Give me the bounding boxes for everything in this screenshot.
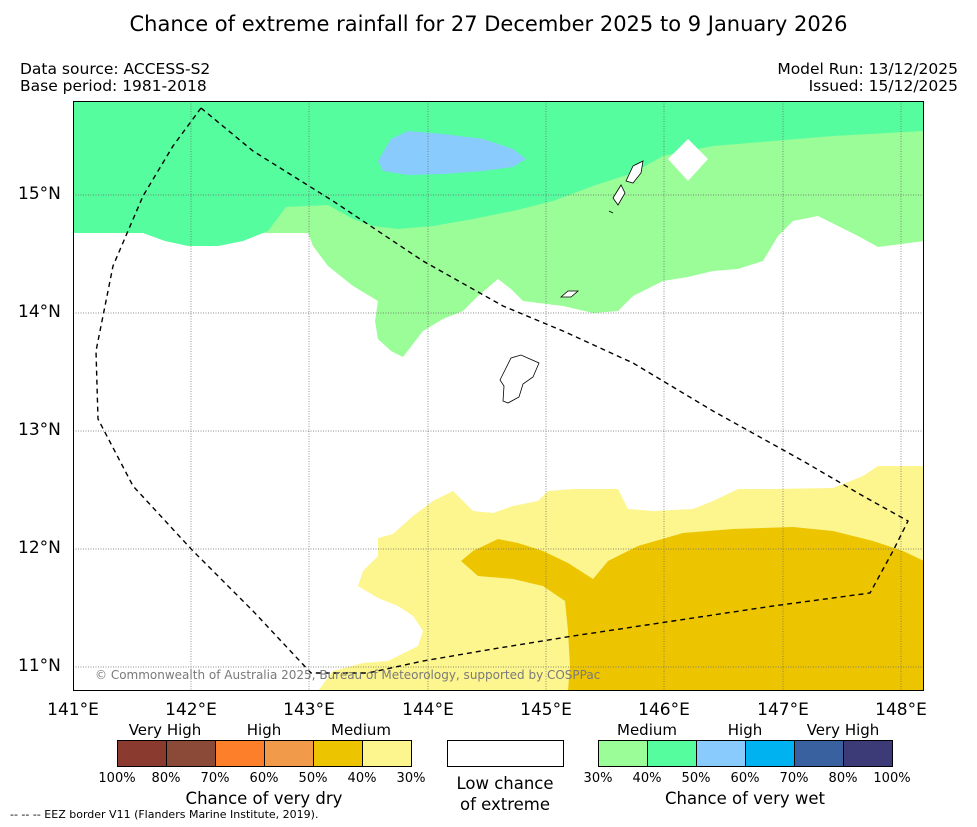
footnote: -- -- -- EEZ border V11 (Flanders Marine… [10,808,319,821]
dry-tick-6: 30% [396,771,426,786]
lat-tick-11: 11°N [18,656,61,676]
lat-tick-12: 12°N [18,538,61,558]
wet-high-region [378,131,526,175]
wet-swatch-0 [598,740,648,767]
dry-tick-1: 80% [151,771,181,786]
wet-category-high: High [727,721,763,739]
dry-legend-title: Chance of very dry [185,789,343,808]
lon-tick-142: 142°E [165,700,217,720]
wet-swatch-2 [696,740,746,767]
wet-swatch-4 [794,740,844,767]
wet-tick-4: 70% [779,771,809,786]
base-period-label: Base period: 1981-2018 [20,77,207,95]
lat-tick-13: 13°N [18,420,61,440]
issued-label: Issued: 15/12/2025 [808,77,958,95]
dry-category-high: High [246,721,282,739]
wet-tick-2: 50% [681,771,711,786]
model-run-label: Model Run: 13/12/2025 [777,60,958,78]
lon-tick-141: 141°E [47,700,99,720]
wet-swatch-1 [647,740,697,767]
dry-swatch-4 [313,740,363,767]
eez-border [95,106,909,674]
wet-category-medium: Medium [617,721,677,739]
dry-swatch-3 [264,740,314,767]
map-panel [73,101,924,691]
aguijan-island [608,210,614,214]
wet-tick-0: 30% [583,771,613,786]
wet-medium-region [73,101,924,246]
dry-category-medium: Medium [331,721,391,739]
lon-tick-148: 148°E [875,700,927,720]
dry-tick-3: 60% [249,771,279,786]
wet-category-very-high: Very High [806,721,880,739]
lon-tick-143: 143°E [283,700,335,720]
wet-tick-1: 40% [632,771,662,786]
guam-island [499,354,540,404]
dry-swatch-5 [362,740,412,767]
lon-gridlines [190,101,902,691]
wet-swatch-5 [843,740,893,767]
map-frame [73,101,924,691]
dry-swatch-1 [166,740,216,767]
lon-tick-146: 146°E [638,700,690,720]
page-title: Chance of extreme rainfall for 27 Decemb… [129,12,848,36]
dry-tick-5: 40% [347,771,377,786]
wet-legend-title: Chance of very wet [665,789,825,808]
wet-swatch-3 [745,740,795,767]
meta-left: Data source: ACCESS-S2 Base period: 1981… [20,61,210,95]
lat-tick-15: 15°N [18,184,61,204]
islands [499,160,644,404]
lat-gridlines [73,194,924,668]
low-chance-swatch [447,740,564,767]
low-chance-title-line2: of extreme [459,795,551,814]
rota-island [559,290,580,298]
dry-category-very-high: Very High [128,721,202,739]
low-chance-patch [668,139,708,181]
dry-tick-2: 70% [200,771,230,786]
lon-tick-145: 145°E [520,700,572,720]
dry-medium-region [461,527,924,691]
lon-tick-147: 147°E [757,700,809,720]
wet-tick-6: 100% [873,771,911,786]
lon-tick-144: 144°E [402,700,454,720]
map-svg [73,101,924,691]
data-source-label: Data source: ACCESS-S2 [20,60,211,78]
wet-tick-3: 60% [730,771,760,786]
lat-tick-14: 14°N [18,302,61,322]
dry-swatch-0 [117,740,167,767]
meta-right: Model Run: 13/12/2025 Issued: 15/12/2025 [777,61,958,95]
wet-tick-5: 80% [828,771,858,786]
dry-tick-4: 50% [298,771,328,786]
copyright-label: © Commonwealth of Australia 2025, Bureau… [95,668,601,682]
saipan-island [625,160,644,184]
tinian-island [612,184,626,206]
low-chance-title-line1: Low chance [456,774,554,793]
dry-swatch-2 [215,740,265,767]
dry-tick-0: 100% [98,771,136,786]
